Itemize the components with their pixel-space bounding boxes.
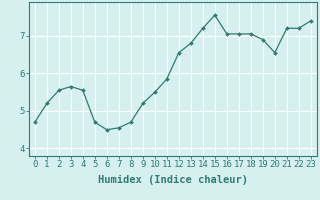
X-axis label: Humidex (Indice chaleur): Humidex (Indice chaleur)	[98, 175, 248, 185]
